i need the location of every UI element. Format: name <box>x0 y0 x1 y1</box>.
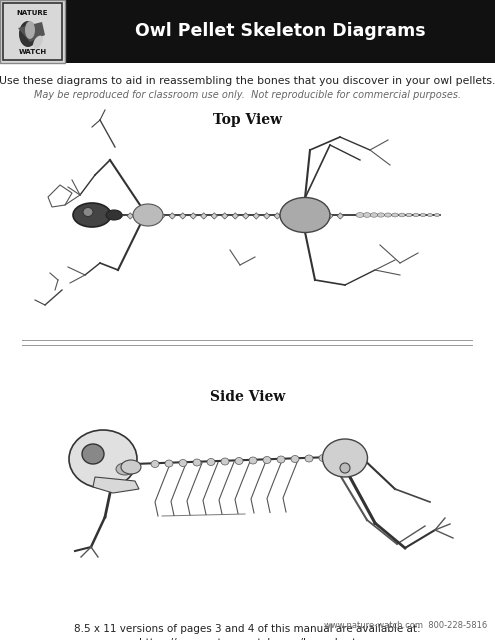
Ellipse shape <box>249 457 257 464</box>
Bar <box>295 212 301 219</box>
Ellipse shape <box>363 212 371 218</box>
Bar <box>148 212 154 219</box>
Ellipse shape <box>116 463 134 475</box>
Ellipse shape <box>151 461 159 467</box>
Bar <box>138 212 144 219</box>
Ellipse shape <box>356 212 364 218</box>
Bar <box>316 212 322 219</box>
Bar <box>0 0 65 63</box>
Ellipse shape <box>193 459 201 466</box>
Ellipse shape <box>385 213 392 217</box>
Bar <box>222 212 228 219</box>
Text: https://www.nature-watch.com/bonechart: https://www.nature-watch.com/bonechart <box>139 638 356 640</box>
Ellipse shape <box>263 456 271 463</box>
Text: 8.5 x 11 versions of pages 3 and 4 of this manual are available at:: 8.5 x 11 versions of pages 3 and 4 of th… <box>74 624 421 634</box>
Bar <box>263 212 270 219</box>
Ellipse shape <box>378 213 385 217</box>
Text: WATCH: WATCH <box>18 49 47 55</box>
Ellipse shape <box>33 36 43 49</box>
Bar <box>285 212 291 219</box>
Bar <box>116 212 123 219</box>
Ellipse shape <box>305 455 313 462</box>
Polygon shape <box>93 477 139 493</box>
Text: Side View: Side View <box>210 390 285 404</box>
Ellipse shape <box>420 213 426 216</box>
Bar <box>337 212 344 219</box>
Ellipse shape <box>399 213 405 217</box>
Bar <box>200 212 207 219</box>
Ellipse shape <box>323 439 367 477</box>
Ellipse shape <box>333 454 341 461</box>
Ellipse shape <box>207 458 215 465</box>
Ellipse shape <box>83 207 93 216</box>
Ellipse shape <box>121 460 141 474</box>
Ellipse shape <box>370 212 378 217</box>
Ellipse shape <box>319 454 327 461</box>
Ellipse shape <box>277 456 285 463</box>
Ellipse shape <box>82 444 104 464</box>
Text: Owl Pellet Skeleton Diagrams: Owl Pellet Skeleton Diagrams <box>135 22 425 40</box>
Ellipse shape <box>179 460 187 467</box>
Bar <box>327 212 333 219</box>
Bar <box>158 212 165 219</box>
Ellipse shape <box>25 21 35 39</box>
Bar <box>65 0 495 63</box>
Bar <box>305 212 312 219</box>
Bar <box>243 212 249 219</box>
Ellipse shape <box>428 214 433 216</box>
Ellipse shape <box>435 214 440 216</box>
Ellipse shape <box>235 458 243 465</box>
Bar <box>253 212 259 219</box>
Ellipse shape <box>392 213 398 217</box>
Bar <box>274 212 281 219</box>
Bar <box>211 212 217 219</box>
Text: NATURE: NATURE <box>17 10 48 16</box>
Ellipse shape <box>221 458 229 465</box>
Text: Use these diagrams to aid in reassembling the bones that you discover in your ow: Use these diagrams to aid in reassemblin… <box>0 76 495 86</box>
Ellipse shape <box>291 456 299 463</box>
Bar <box>232 212 239 219</box>
Bar <box>190 212 197 219</box>
Bar <box>3 3 62 60</box>
Ellipse shape <box>165 460 173 467</box>
Text: www.nature-watch.com  800-228-5816: www.nature-watch.com 800-228-5816 <box>324 621 487 630</box>
Ellipse shape <box>133 204 163 226</box>
Text: May be reproduced for classroom use only.  Not reproducible for commercial purpo: May be reproduced for classroom use only… <box>34 90 461 100</box>
Bar <box>127 212 134 219</box>
Ellipse shape <box>73 203 111 227</box>
Bar <box>169 212 175 219</box>
Polygon shape <box>18 22 45 42</box>
Ellipse shape <box>280 198 330 232</box>
Bar <box>180 212 186 219</box>
Ellipse shape <box>69 430 137 488</box>
Ellipse shape <box>106 210 122 220</box>
Ellipse shape <box>340 463 350 473</box>
Ellipse shape <box>406 213 412 217</box>
Ellipse shape <box>19 21 37 47</box>
Text: Top View: Top View <box>213 113 282 127</box>
Ellipse shape <box>413 213 419 217</box>
